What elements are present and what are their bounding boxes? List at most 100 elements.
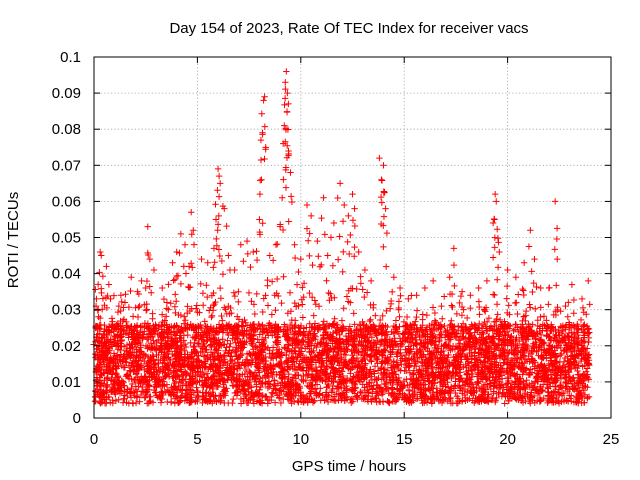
background-point — [273, 371, 280, 378]
background-point — [460, 345, 467, 353]
background-point — [379, 359, 386, 366]
background-point — [281, 373, 289, 380]
background-point — [348, 357, 355, 364]
background-point — [484, 365, 491, 372]
background-point — [292, 344, 299, 351]
background-point — [511, 386, 519, 393]
background-point — [379, 312, 386, 320]
background-point — [199, 389, 206, 396]
background-point — [368, 376, 376, 384]
background-point — [199, 329, 207, 336]
background-point — [355, 362, 362, 369]
background-point — [264, 400, 271, 407]
background-point — [92, 286, 99, 293]
background-point — [271, 351, 279, 359]
background-point — [462, 377, 469, 385]
background-point — [456, 398, 463, 405]
background-point — [356, 378, 364, 385]
background-point — [378, 329, 386, 337]
background-point — [297, 365, 305, 373]
background-point — [382, 356, 390, 364]
background-point — [181, 340, 189, 348]
background-point — [388, 390, 395, 397]
background-point — [465, 382, 472, 390]
background-point — [436, 389, 443, 397]
background-point — [581, 372, 588, 379]
background-point — [245, 397, 252, 404]
background-point — [482, 308, 489, 315]
background-point — [431, 309, 439, 317]
background-point — [180, 361, 188, 368]
background-point — [580, 322, 588, 329]
background-point — [178, 353, 185, 360]
background-point — [456, 340, 464, 347]
background-point — [389, 369, 397, 376]
background-point — [234, 377, 241, 385]
background-point — [522, 356, 530, 363]
background-point — [486, 339, 494, 347]
background-point — [290, 398, 298, 405]
background-point — [531, 363, 538, 370]
background-point — [383, 366, 391, 374]
background-point — [411, 391, 418, 398]
background-point — [526, 301, 533, 308]
background-point — [235, 372, 243, 380]
background-point — [476, 303, 483, 311]
background-point — [193, 302, 200, 309]
background-point — [327, 369, 334, 377]
background-point — [190, 343, 198, 350]
background-point — [114, 381, 121, 389]
background-point — [374, 355, 381, 363]
background-point — [508, 332, 515, 340]
background-point — [563, 383, 570, 390]
background-point — [201, 318, 208, 325]
background-point — [202, 377, 209, 384]
background-point — [103, 331, 111, 339]
background-point — [192, 398, 199, 405]
background-point — [473, 326, 481, 333]
background-point — [300, 293, 307, 301]
background-point — [296, 352, 304, 359]
background-point — [418, 349, 425, 357]
background-point — [321, 343, 329, 350]
background-point — [449, 325, 456, 333]
background-point — [304, 355, 312, 363]
background-point — [303, 392, 310, 400]
background-point — [482, 359, 489, 366]
background-point — [511, 372, 519, 379]
background-point — [219, 317, 226, 324]
background-point — [576, 350, 583, 357]
background-point — [495, 390, 502, 398]
background-point — [343, 361, 350, 368]
background-point — [362, 338, 370, 345]
background-point — [232, 334, 240, 341]
background-point — [269, 390, 277, 397]
background-point — [460, 347, 467, 354]
background-point — [343, 336, 350, 344]
background-point — [235, 353, 242, 360]
background-point — [280, 328, 288, 336]
background-point — [111, 389, 119, 397]
background-point — [92, 350, 99, 358]
background-point — [566, 324, 574, 331]
background-point — [101, 400, 109, 407]
background-point — [122, 291, 129, 298]
background-point — [172, 367, 179, 375]
background-point — [524, 342, 532, 350]
background-point — [223, 321, 230, 329]
background-point — [273, 339, 280, 347]
background-point — [336, 371, 343, 378]
background-point — [557, 352, 564, 359]
background-point — [544, 384, 551, 391]
background-point — [319, 321, 327, 328]
background-point — [320, 318, 327, 325]
background-point — [241, 327, 248, 334]
background-point — [579, 344, 587, 352]
background-point — [215, 341, 222, 349]
background-point — [235, 361, 242, 369]
background-point — [485, 332, 493, 340]
background-point — [303, 359, 310, 367]
background-point — [388, 288, 396, 296]
background-point — [329, 320, 336, 328]
background-point — [163, 305, 170, 312]
